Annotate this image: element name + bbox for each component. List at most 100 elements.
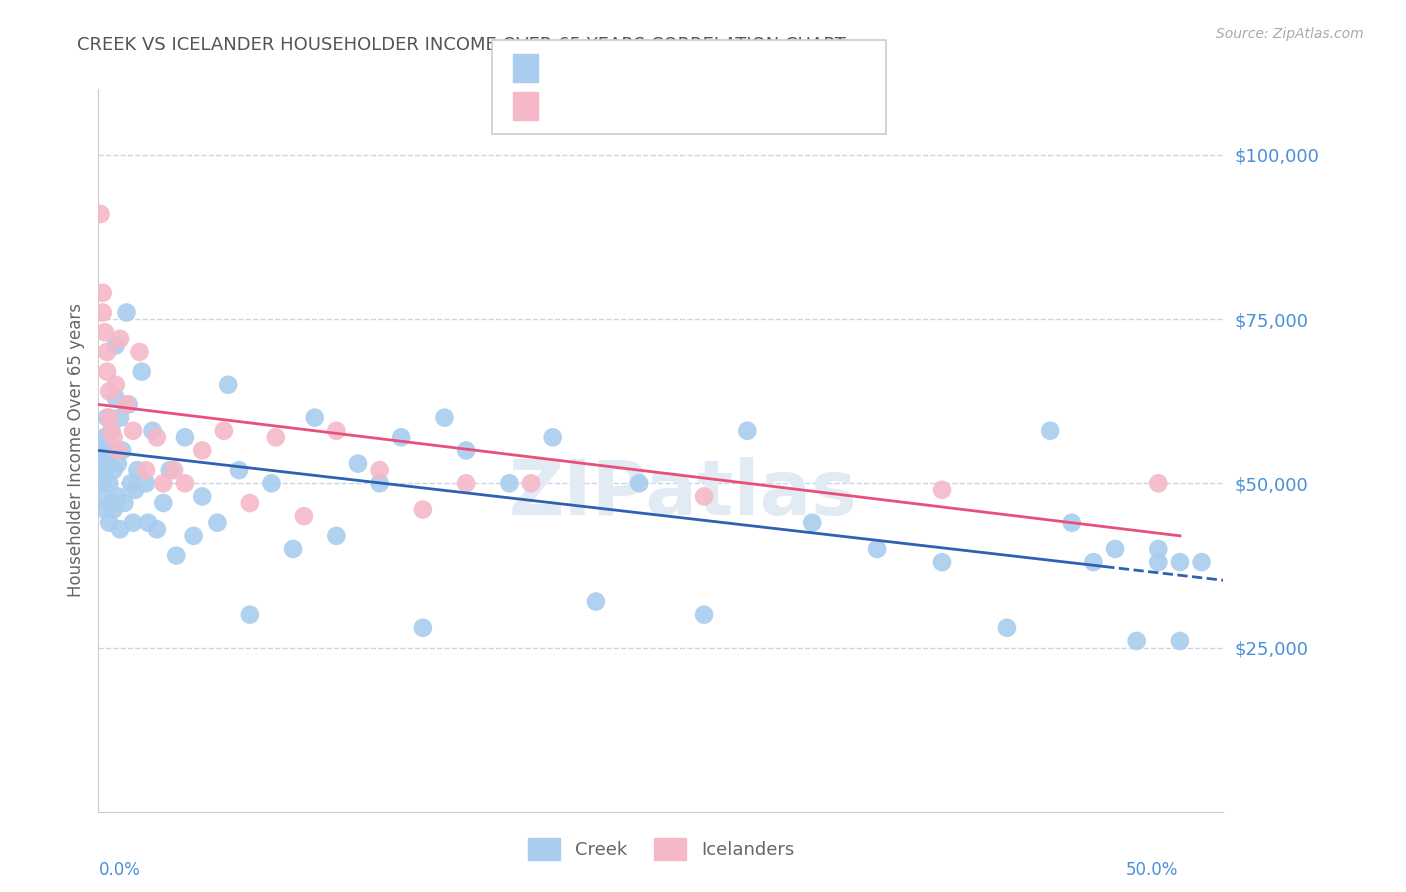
Point xyxy=(141,424,163,438)
Point xyxy=(1168,555,1191,569)
Point xyxy=(931,555,953,569)
Text: CREEK VS ICELANDER HOUSEHOLDER INCOME OVER 65 YEARS CORRELATION CHART: CREEK VS ICELANDER HOUSEHOLDER INCOME OV… xyxy=(77,36,846,54)
Point xyxy=(108,410,131,425)
Point xyxy=(104,391,127,405)
Point xyxy=(1125,634,1147,648)
Point xyxy=(98,516,121,530)
Point xyxy=(90,207,112,221)
Point xyxy=(98,443,121,458)
Point xyxy=(260,476,283,491)
Point xyxy=(98,476,121,491)
Point xyxy=(1168,634,1191,648)
Point xyxy=(1060,516,1083,530)
Point xyxy=(103,430,125,444)
Point xyxy=(191,443,214,458)
Point xyxy=(498,476,520,491)
Point xyxy=(693,490,716,504)
Text: R = -0.284   N = 75: R = -0.284 N = 75 xyxy=(548,59,725,77)
Point xyxy=(100,424,122,438)
Point xyxy=(94,325,117,339)
Point xyxy=(107,490,129,504)
Point xyxy=(191,490,214,504)
Point xyxy=(217,377,239,392)
Point xyxy=(111,443,134,458)
Point xyxy=(107,457,129,471)
Legend: Creek, Icelanders: Creek, Icelanders xyxy=(520,831,801,868)
Point xyxy=(1104,541,1126,556)
Point xyxy=(94,463,117,477)
Point xyxy=(122,424,145,438)
Point xyxy=(104,338,127,352)
Point xyxy=(368,463,391,477)
Point xyxy=(389,430,412,444)
Point xyxy=(128,345,150,359)
Point xyxy=(146,522,169,536)
Point xyxy=(174,430,197,444)
Point xyxy=(931,483,953,497)
Point xyxy=(1039,424,1062,438)
Y-axis label: Householder Income Over 65 years: Householder Income Over 65 years xyxy=(66,303,84,598)
Point xyxy=(100,496,122,510)
Point xyxy=(94,502,117,516)
Point xyxy=(368,476,391,491)
Point xyxy=(801,516,824,530)
Point xyxy=(91,305,114,319)
Point xyxy=(103,502,125,516)
Point xyxy=(98,410,121,425)
Point xyxy=(347,457,370,471)
Point xyxy=(541,430,564,444)
Point xyxy=(456,476,478,491)
Point xyxy=(90,490,112,504)
Point xyxy=(98,384,121,399)
Point xyxy=(120,476,142,491)
Point xyxy=(90,457,112,471)
Point xyxy=(325,529,347,543)
Point xyxy=(174,476,197,491)
Point xyxy=(152,476,174,491)
Point xyxy=(100,424,122,438)
Point xyxy=(456,443,478,458)
Point xyxy=(108,332,131,346)
Point xyxy=(96,345,118,359)
Point xyxy=(152,496,174,510)
Point xyxy=(91,285,114,300)
Point xyxy=(212,424,235,438)
Point xyxy=(94,430,117,444)
Point xyxy=(693,607,716,622)
Point xyxy=(239,607,262,622)
Point xyxy=(228,463,250,477)
Point xyxy=(96,365,118,379)
Point xyxy=(1147,476,1170,491)
Point xyxy=(412,502,434,516)
Point xyxy=(103,463,125,477)
Point xyxy=(628,476,651,491)
Text: R = -0.363   N = 34: R = -0.363 N = 34 xyxy=(548,97,725,115)
Point xyxy=(325,424,347,438)
Point xyxy=(585,594,607,608)
Point xyxy=(995,621,1018,635)
Point xyxy=(96,410,118,425)
Point xyxy=(135,463,157,477)
Point xyxy=(183,529,205,543)
Point xyxy=(146,430,169,444)
Point xyxy=(96,457,118,471)
Text: ZIPatlas: ZIPatlas xyxy=(509,457,858,531)
Point xyxy=(281,541,304,556)
Point xyxy=(1191,555,1213,569)
Point xyxy=(1147,555,1170,569)
Point xyxy=(124,483,146,497)
Point xyxy=(304,410,326,425)
Point xyxy=(1147,541,1170,556)
Point xyxy=(107,443,129,458)
Point xyxy=(127,463,149,477)
Point xyxy=(115,397,138,411)
Point xyxy=(135,476,157,491)
Point xyxy=(118,397,141,411)
Point xyxy=(264,430,287,444)
Point xyxy=(1083,555,1105,569)
Point xyxy=(122,516,145,530)
Text: 0.0%: 0.0% xyxy=(98,861,141,879)
Point xyxy=(108,522,131,536)
Point xyxy=(159,463,181,477)
Point xyxy=(131,365,153,379)
